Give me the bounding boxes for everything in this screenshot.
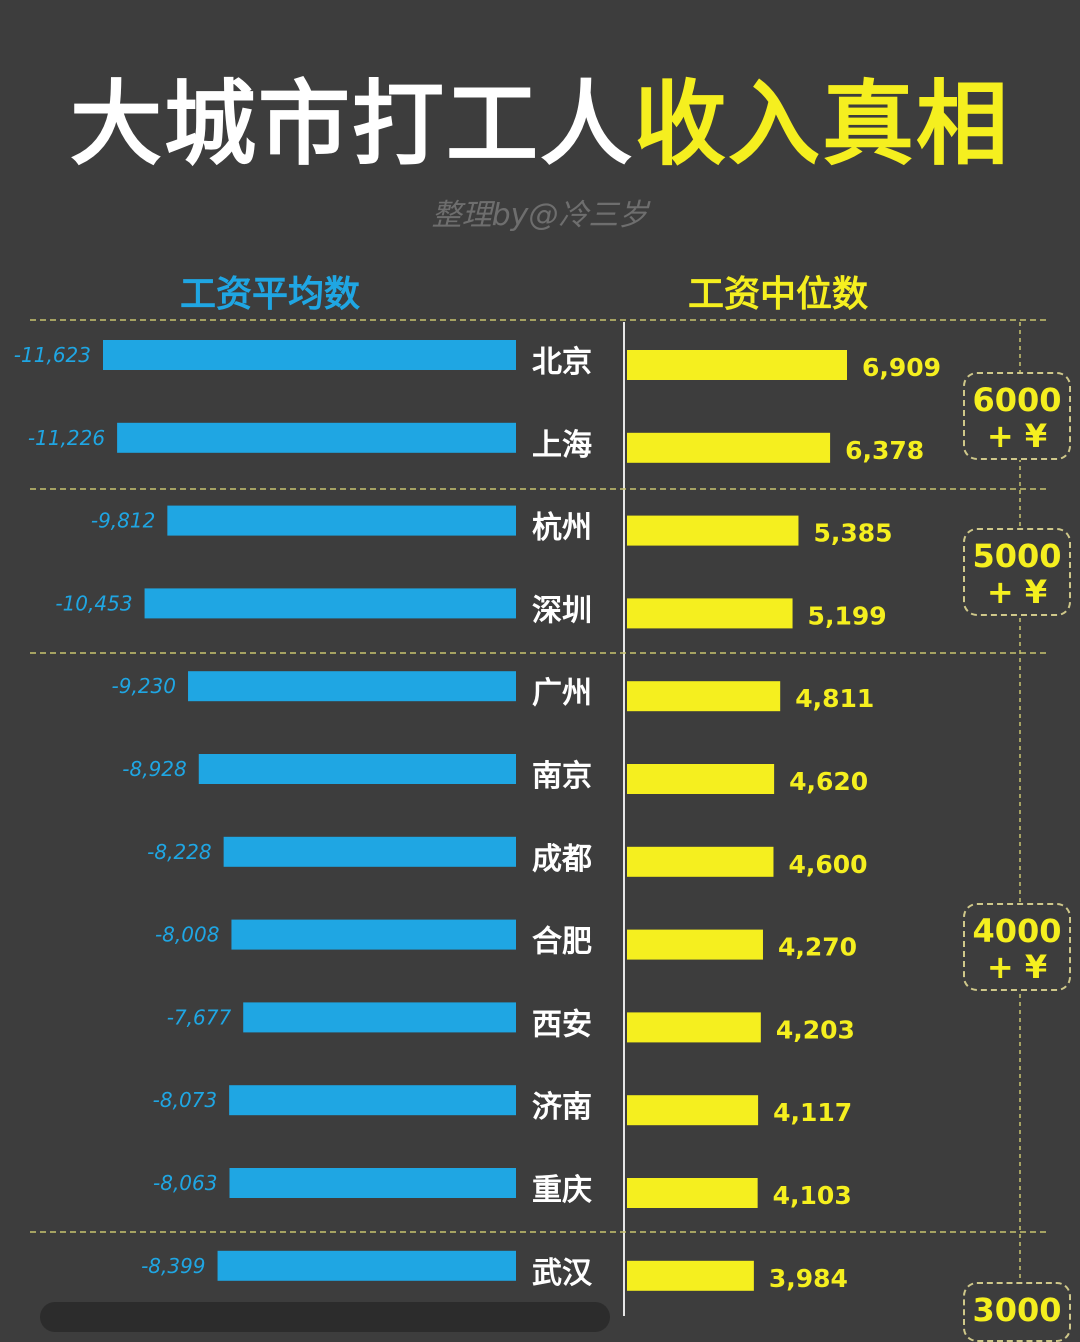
median-bar	[627, 1095, 759, 1126]
median-value-label: 6,909	[862, 353, 941, 382]
mean-value-label: -11,623	[14, 343, 91, 367]
mean-value-label: -11,226	[28, 426, 105, 450]
mean-value-label: -8,063	[153, 1171, 217, 1195]
tier-suffix: + ¥	[986, 573, 1048, 611]
median-bar	[627, 432, 831, 463]
mean-bar	[229, 1168, 516, 1198]
mean-value-label: -9,230	[112, 674, 176, 698]
median-value-label: 3,984	[769, 1264, 848, 1293]
median-value-label: 4,103	[773, 1181, 852, 1210]
mean-bar	[223, 836, 516, 867]
median-bar	[627, 598, 793, 629]
city-label: 武汉	[532, 1256, 593, 1291]
mean-header: 工资平均数	[179, 274, 360, 315]
median-value-label: 4,117	[773, 1098, 852, 1127]
median-value-label: 4,270	[778, 933, 857, 962]
mean-bar	[198, 754, 517, 784]
city-label: 西安	[532, 1007, 592, 1042]
mean-value-label: -10,453	[55, 591, 132, 615]
median-value-label: 4,620	[789, 767, 868, 796]
median-value-label: 4,600	[788, 850, 867, 879]
city-label: 北京	[532, 345, 592, 380]
median-bar	[627, 929, 763, 960]
subtitle: 整理by@冷三岁	[431, 198, 649, 233]
mean-bar	[144, 588, 516, 619]
median-bar	[627, 1178, 758, 1208]
mean-bar	[229, 1085, 516, 1116]
median-bar	[627, 350, 847, 380]
median-value-label: 5,385	[813, 519, 892, 548]
title-part-yellow: 收入真相	[634, 71, 1011, 178]
mean-value-label: -8,928	[122, 757, 186, 781]
median-bar	[627, 515, 799, 546]
tier-suffix: + ¥	[986, 948, 1048, 986]
mean-bar	[243, 1002, 516, 1033]
page-title: 大城市打工人收入真相	[0, 70, 1080, 180]
median-bar	[627, 846, 774, 877]
mean-bar	[231, 919, 516, 950]
city-label: 合肥	[532, 925, 592, 960]
mean-bar	[217, 1250, 516, 1281]
city-label: 杭州	[532, 511, 592, 546]
city-label: 上海	[532, 428, 592, 463]
median-bar	[627, 1012, 761, 1043]
tier-badge-5000: 5000 + ¥	[963, 528, 1071, 616]
city-label: 成都	[532, 842, 592, 877]
median-bar	[627, 681, 781, 712]
city-label: 重庆	[532, 1173, 592, 1208]
mean-value-label: -7,677	[167, 1005, 232, 1029]
median-bar	[627, 1260, 754, 1291]
tier-badge-6000: 6000 + ¥	[963, 372, 1071, 460]
city-label: 深圳	[532, 593, 592, 628]
mean-bar	[188, 671, 516, 702]
mean-value-label: -9,812	[91, 509, 155, 533]
median-header: 工资中位数	[687, 274, 868, 315]
tier-amount: 5000	[972, 537, 1062, 575]
mean-bar	[167, 505, 516, 536]
median-bar	[627, 764, 775, 794]
median-value-label: 4,811	[795, 684, 874, 713]
city-label: 南京	[532, 759, 592, 794]
tier-amount: 6000	[972, 381, 1062, 419]
tier-suffix: + ¥	[986, 417, 1048, 455]
tier-amount: 4000	[972, 912, 1062, 950]
tier-badge-3000: 3000	[963, 1282, 1071, 1342]
bottom-overlay	[40, 1302, 610, 1332]
mean-value-label: -8,073	[153, 1088, 217, 1112]
median-value-label: 6,378	[845, 436, 924, 465]
mean-value-label: -8,228	[147, 840, 211, 864]
city-label: 济南	[532, 1090, 592, 1125]
mean-bar	[103, 340, 516, 370]
median-value-label: 5,199	[808, 601, 887, 630]
mean-value-label: -8,399	[141, 1254, 205, 1278]
median-value-label: 4,203	[776, 1015, 855, 1044]
tier-amount: 3000	[972, 1291, 1062, 1329]
city-label: 广州	[532, 676, 592, 711]
title-part-white: 大城市打工人	[69, 71, 634, 178]
mean-bar	[117, 422, 516, 453]
tier-badge-4000: 4000 + ¥	[963, 903, 1071, 991]
mean-value-label: -8,008	[155, 923, 219, 947]
